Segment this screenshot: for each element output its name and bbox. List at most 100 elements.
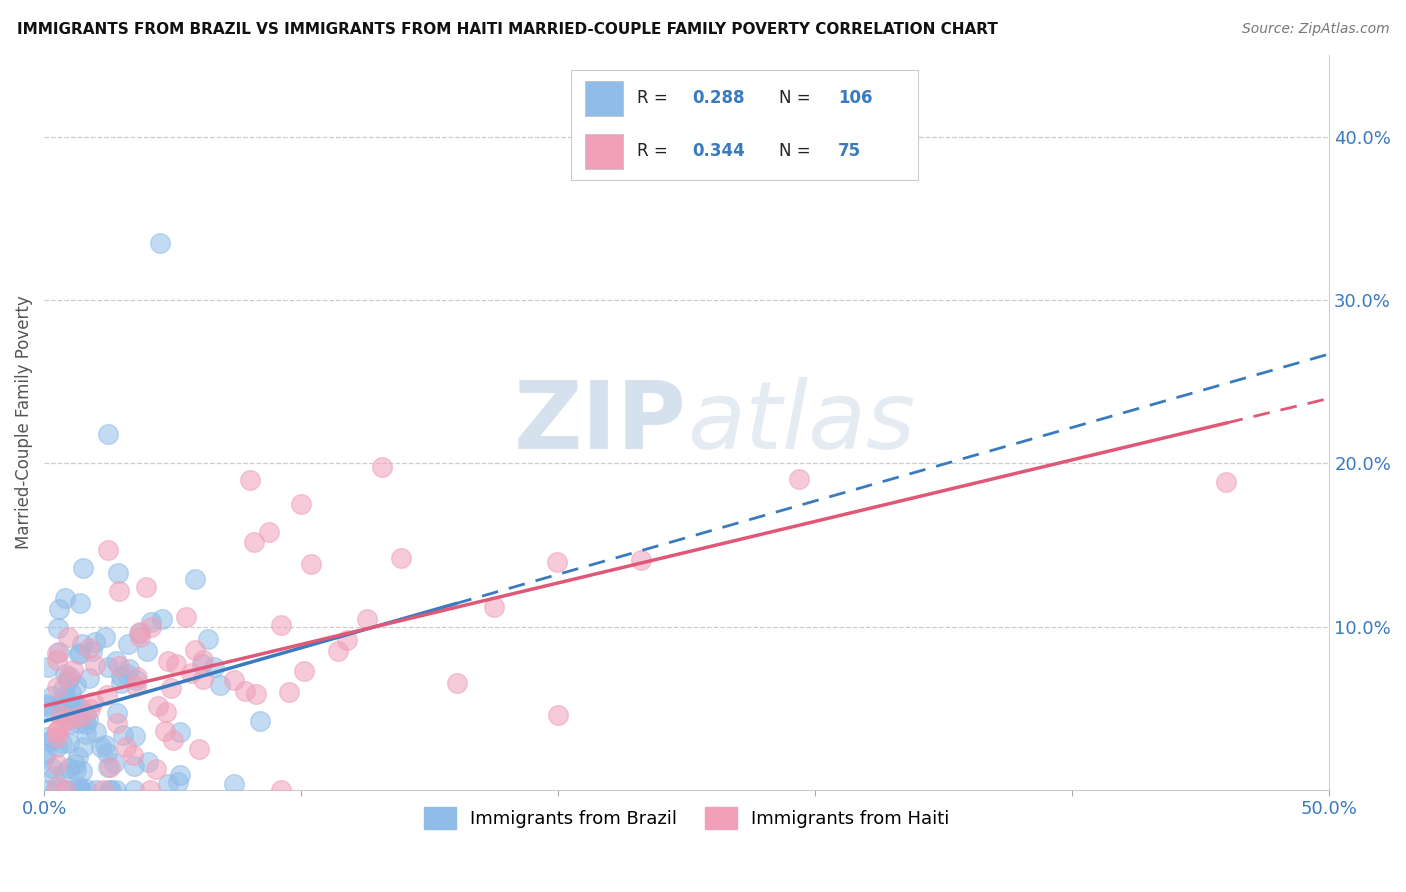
Text: IMMIGRANTS FROM BRAZIL VS IMMIGRANTS FROM HAITI MARRIED-COUPLE FAMILY POVERTY CO: IMMIGRANTS FROM BRAZIL VS IMMIGRANTS FRO…	[17, 22, 998, 37]
Point	[41, 761, 63, 775]
Point	[75, 706, 97, 721]
Point	[122, 783, 145, 797]
Point	[292, 664, 315, 678]
Point	[127, 670, 149, 684]
Point	[96, 688, 118, 702]
Point	[67, 750, 90, 764]
Point	[191, 653, 214, 667]
Point	[243, 534, 266, 549]
Point	[290, 497, 312, 511]
Point	[77, 641, 100, 656]
Point	[125, 679, 148, 693]
Point	[125, 673, 148, 687]
Point	[41, 704, 63, 718]
Point	[191, 657, 214, 672]
Point	[129, 631, 152, 645]
Point	[51, 706, 73, 720]
Point	[82, 695, 104, 709]
Point	[128, 624, 150, 639]
Point	[53, 783, 76, 797]
Point	[51, 707, 73, 722]
Point	[371, 460, 394, 475]
Point	[135, 581, 157, 595]
Point	[124, 729, 146, 743]
Point	[156, 654, 179, 668]
Point	[159, 681, 181, 695]
Point	[37, 783, 59, 797]
Legend: Immigrants from Brazil, Immigrants from Haiti: Immigrants from Brazil, Immigrants from …	[416, 799, 957, 836]
Point	[209, 677, 232, 691]
Point	[46, 756, 69, 771]
Point	[59, 716, 82, 731]
Point	[167, 775, 190, 789]
Point	[63, 705, 86, 719]
Point	[107, 658, 129, 673]
Point	[97, 426, 120, 441]
Point	[75, 726, 97, 740]
Point	[184, 572, 207, 586]
Point	[79, 701, 101, 715]
Point	[37, 730, 59, 744]
Point	[62, 663, 84, 677]
Point	[356, 612, 378, 626]
Point	[51, 695, 73, 709]
Point	[48, 645, 70, 659]
Point	[103, 756, 125, 770]
Point	[184, 643, 207, 657]
Point	[90, 739, 112, 754]
Point	[139, 783, 162, 797]
Point	[41, 689, 63, 703]
Point	[46, 740, 69, 755]
Point	[53, 766, 76, 780]
Point	[301, 557, 323, 571]
Point	[66, 716, 89, 731]
Point	[91, 783, 114, 797]
Point	[69, 595, 91, 609]
Point	[169, 768, 191, 782]
Point	[72, 739, 94, 754]
Point	[56, 712, 79, 726]
Point	[145, 762, 167, 776]
Point	[122, 747, 145, 762]
Point	[630, 552, 652, 566]
Point	[789, 472, 811, 486]
Point	[202, 660, 225, 674]
Point	[75, 781, 97, 796]
Point	[93, 738, 115, 752]
Point	[326, 643, 349, 657]
Point	[110, 676, 132, 690]
Point	[97, 760, 120, 774]
Point	[60, 686, 83, 700]
Point	[65, 678, 87, 692]
Point	[32, 751, 55, 765]
Point	[49, 719, 72, 733]
Point	[46, 681, 69, 695]
Y-axis label: Married-Couple Family Poverty: Married-Couple Family Poverty	[15, 295, 32, 549]
Point	[141, 620, 163, 634]
Point	[35, 698, 58, 712]
Point	[56, 674, 79, 689]
Point	[55, 782, 77, 797]
Point	[44, 769, 66, 783]
Point	[67, 647, 90, 661]
Point	[547, 708, 569, 723]
Point	[224, 673, 246, 688]
Point	[70, 709, 93, 723]
Point	[67, 699, 90, 714]
Text: Source: ZipAtlas.com: Source: ZipAtlas.com	[1241, 22, 1389, 37]
Point	[67, 783, 90, 797]
Point	[139, 615, 162, 629]
Point	[83, 635, 105, 649]
Point	[72, 764, 94, 779]
Point	[336, 633, 359, 648]
Point	[149, 235, 172, 250]
Point	[42, 732, 65, 747]
Point	[96, 746, 118, 760]
Point	[146, 698, 169, 713]
Point	[48, 602, 70, 616]
Point	[110, 669, 132, 683]
Point	[76, 712, 98, 726]
Point	[222, 777, 245, 791]
Point	[97, 660, 120, 674]
Point	[34, 747, 56, 762]
